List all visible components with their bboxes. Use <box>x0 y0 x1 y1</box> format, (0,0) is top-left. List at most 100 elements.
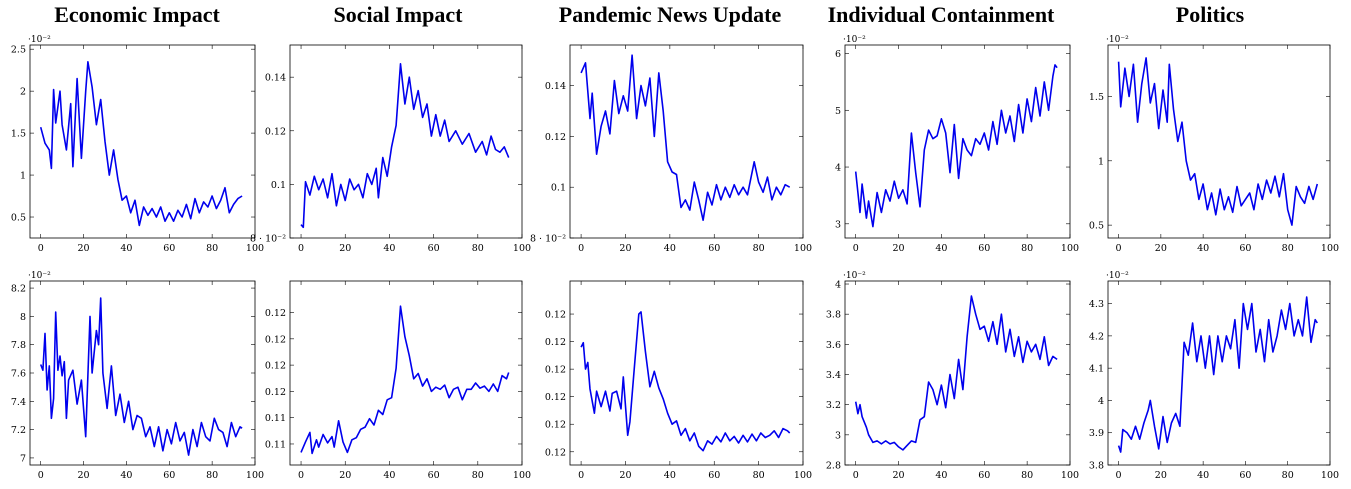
y-tick-label: 8 · 10⁻² <box>530 234 566 245</box>
y-tick-label: 7.4 <box>11 397 26 408</box>
plot-frame <box>29 280 256 466</box>
y-tick-label: 0.12 <box>545 447 566 458</box>
chart-panel-2: 0 20 40 60 80 100 8 · 10⁻² 0.1 0.12 0.14 <box>250 44 531 254</box>
y-tick-label: 8 · 10⁻² <box>250 234 286 245</box>
x-tick-label: 40 <box>664 470 676 481</box>
x-tick-label: 80 <box>1282 470 1294 481</box>
y-tick-label: 4 <box>1098 396 1104 407</box>
chart-panel-3: 0 20 40 60 80 100 8 · 10⁻² 0.1 0.12 0.14 <box>530 44 812 254</box>
column-title-politics: Politics <box>1175 2 1245 27</box>
chart-panel-4: 0 20 40 60 80 100 3 4 5 6·10⁻² <box>835 35 1079 254</box>
axis-multiplier-label: ·10⁻² <box>1106 271 1129 281</box>
y-tick-label: 3.9 <box>1089 428 1104 439</box>
data-series-line <box>1117 296 1318 453</box>
y-tick-label: 0.12 <box>545 337 566 348</box>
y-tick-label: 4 <box>835 280 841 291</box>
y-tick-label: 3.4 <box>826 370 841 381</box>
x-tick-label: 20 <box>619 470 631 481</box>
y-tick-label: 0.14 <box>265 73 286 84</box>
x-tick-label: 100 <box>1321 243 1339 254</box>
x-tick-label: 0 <box>298 243 304 254</box>
plot-frame <box>29 44 256 239</box>
x-tick-label: 60 <box>163 243 175 254</box>
x-tick-label: 0 <box>1116 470 1122 481</box>
axis-multiplier-label: ·10⁻² <box>28 35 51 45</box>
y-tick-label: 5 <box>835 106 841 117</box>
x-tick-label: 0 <box>578 470 584 481</box>
x-tick-label: 60 <box>978 470 990 481</box>
column-title-economic-impact: Economic Impact <box>54 2 220 27</box>
x-tick-label: 80 <box>1021 243 1033 254</box>
y-tick-label: 0.5 <box>11 213 26 224</box>
data-series-line <box>39 60 243 227</box>
x-tick-label: 60 <box>1239 243 1251 254</box>
x-tick-label: 0 <box>38 470 44 481</box>
data-series-line <box>1117 57 1319 226</box>
data-series-line <box>580 311 791 452</box>
column-title-pandemic-news-update: Pandemic News Update <box>558 2 782 27</box>
y-tick-label: 0.5 <box>1089 221 1104 232</box>
x-tick-label: 20 <box>1155 470 1167 481</box>
plot-frame <box>569 280 804 466</box>
axis-multiplier-label: ·10⁻² <box>843 35 866 45</box>
x-tick-label: 0 <box>38 243 44 254</box>
x-tick-label: 20 <box>893 470 905 481</box>
y-tick-label: 8.2 <box>11 284 26 295</box>
chart-panel-5: 0 20 40 60 80 100 0.5 1 1.5 ·10⁻² <box>1089 35 1339 254</box>
x-tick-label: 0 <box>853 470 859 481</box>
y-tick-label: 7.2 <box>11 425 26 436</box>
y-tick-label: 7 <box>20 453 26 464</box>
y-tick-label: 4.1 <box>1089 364 1104 375</box>
y-tick-label: 3 <box>835 219 841 230</box>
x-tick-label: 100 <box>513 470 531 481</box>
y-tick-label: 0.12 <box>265 334 286 345</box>
plot-frame <box>289 44 523 239</box>
y-tick-label: 1 <box>1098 156 1104 167</box>
x-tick-label: 40 <box>664 243 676 254</box>
x-tick-label: 100 <box>794 470 812 481</box>
x-tick-label: 20 <box>78 243 90 254</box>
x-tick-label: 40 <box>383 470 395 481</box>
x-tick-label: 20 <box>619 243 631 254</box>
y-tick-label: 2.8 <box>826 461 841 472</box>
x-tick-label: 100 <box>513 243 531 254</box>
plot-frame <box>844 280 1071 466</box>
y-tick-label: 6 <box>835 49 841 60</box>
y-tick-label: 3.8 <box>826 310 841 321</box>
x-tick-label: 40 <box>935 470 947 481</box>
x-tick-label: 40 <box>1197 470 1209 481</box>
x-tick-label: 80 <box>1282 243 1294 254</box>
x-tick-label: 100 <box>246 470 264 481</box>
plot-frame <box>1107 44 1331 239</box>
data-series-line <box>300 62 510 229</box>
column-title-social-impact: Social Impact <box>333 2 463 27</box>
y-tick-label: 8 <box>20 312 26 323</box>
y-tick-label: 3.2 <box>826 400 841 411</box>
x-tick-label: 60 <box>1239 470 1251 481</box>
data-series-line <box>854 295 1058 451</box>
y-tick-label: 2 <box>20 87 26 98</box>
axis-multiplier-label: ·10⁻² <box>1106 35 1129 45</box>
x-tick-label: 100 <box>246 243 264 254</box>
x-tick-label: 60 <box>428 470 440 481</box>
y-tick-label: 0.1 <box>551 183 566 194</box>
y-tick-label: 3.8 <box>1089 461 1104 472</box>
chart-panel-9: 0 20 40 60 80 100 2.8 3 3.2 3.4 3.6 3.8 4·10⁻² <box>826 271 1079 481</box>
y-tick-label: 0.12 <box>545 420 566 431</box>
y-tick-label: 2.5 <box>11 45 26 56</box>
y-tick-label: 0.12 <box>545 132 566 143</box>
x-tick-label: 20 <box>1155 243 1167 254</box>
x-tick-label: 80 <box>753 470 765 481</box>
plot-frame <box>569 44 804 239</box>
axis-multiplier-label: ·10⁻² <box>843 271 866 281</box>
chart-panel-10: 0 20 40 60 80 100 3.8 3.9 4 4.1 4.2 4.3 ·10⁻² <box>1089 271 1339 481</box>
chart-panel-1: 0 20 40 60 80 100 0.5 1 1.5 2 2.5·10⁻² <box>11 35 264 254</box>
axis-multiplier-label: ·10⁻² <box>28 271 51 281</box>
x-tick-label: 20 <box>339 470 351 481</box>
y-tick-label: 3.6 <box>826 340 841 351</box>
y-tick-label: 0.14 <box>545 81 566 92</box>
plot-frame <box>289 280 523 466</box>
x-tick-label: 60 <box>978 243 990 254</box>
y-tick-label: 0.12 <box>265 126 286 137</box>
